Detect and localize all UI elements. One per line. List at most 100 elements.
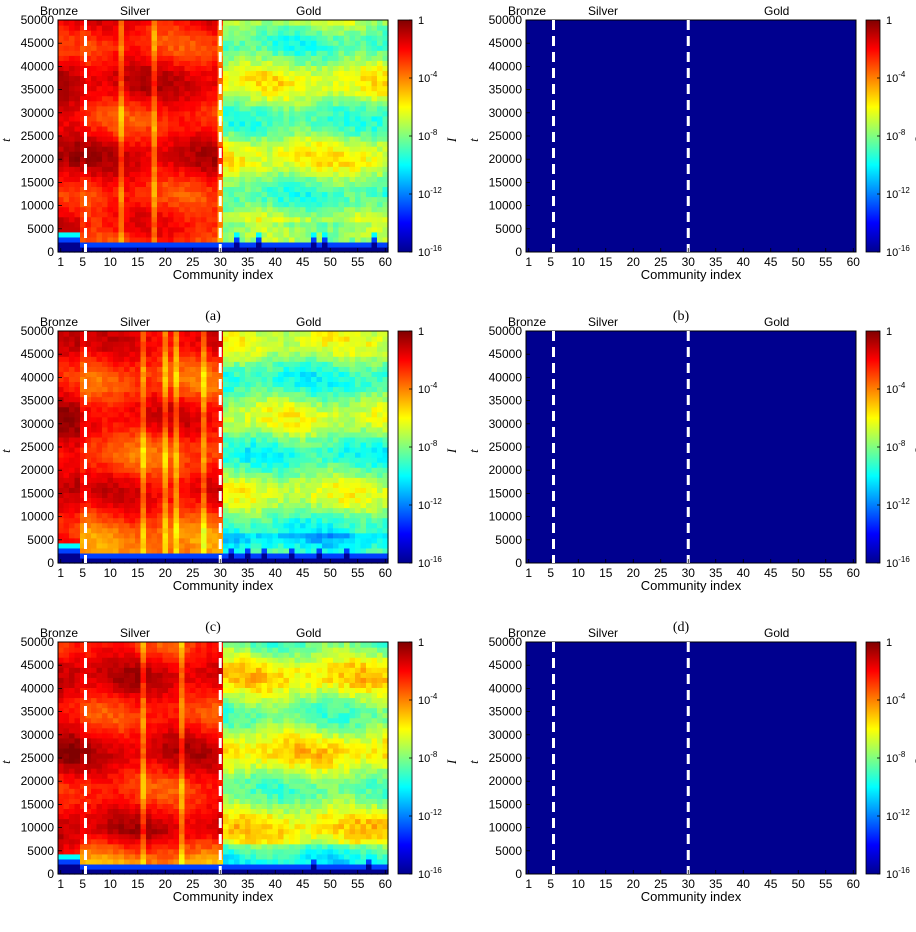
heatmap-cell <box>382 115 389 122</box>
heatmap-cell <box>256 447 263 453</box>
heatmap-cell <box>162 211 169 218</box>
heatmap-cell <box>102 452 109 458</box>
heatmap-cell <box>85 537 92 544</box>
heatmap-cell <box>58 341 65 347</box>
heatmap-cell <box>58 176 65 182</box>
heatmap-cell <box>151 376 158 383</box>
heatmap-cell <box>168 40 175 46</box>
heatmap-cell <box>91 25 98 31</box>
heatmap-cell <box>250 110 257 117</box>
heatmap-cell <box>360 130 367 137</box>
heatmap-cell <box>382 161 389 167</box>
heatmap-cell <box>267 125 274 132</box>
heatmap-cell <box>283 241 290 248</box>
heatmap-cell <box>289 542 296 549</box>
heatmap-cell <box>305 60 312 66</box>
heatmap-cell <box>256 376 263 383</box>
heatmap-cell <box>382 231 389 238</box>
heatmap-cell <box>300 356 307 362</box>
heatmap-cell <box>85 436 92 443</box>
heatmap-cell <box>173 231 180 238</box>
heatmap-cell <box>157 467 164 473</box>
heatmap-cell <box>234 431 241 438</box>
heatmap-cell <box>333 161 340 167</box>
heatmap-cell <box>85 130 92 137</box>
heatmap-cell <box>74 401 81 408</box>
heatmap-cell <box>223 441 230 448</box>
heatmap-cell <box>80 386 87 393</box>
heatmap-cell <box>190 95 197 102</box>
heatmap-cell <box>102 331 109 337</box>
heatmap-cell <box>294 211 301 218</box>
heatmap-cell <box>135 386 142 393</box>
heatmap-cell <box>58 221 65 228</box>
heatmap-cell <box>245 502 252 509</box>
heatmap-cell <box>113 366 120 372</box>
heatmap-cell <box>239 161 246 167</box>
heatmap-cell <box>289 166 296 172</box>
heatmap-cell <box>168 95 175 102</box>
heatmap-cell <box>206 552 213 559</box>
heatmap-cell <box>118 151 125 157</box>
heatmap-cell <box>245 381 252 388</box>
heatmap-cell <box>113 75 120 82</box>
heatmap-cell <box>272 65 279 72</box>
heatmap-cell <box>228 136 235 142</box>
heatmap-cell <box>168 105 175 112</box>
heatmap-cell <box>366 35 373 41</box>
heatmap-cell <box>283 512 290 519</box>
heatmap-cell <box>300 502 307 509</box>
heatmap-cell <box>113 507 120 514</box>
heatmap-cell <box>113 236 120 243</box>
heatmap-cell <box>283 416 290 423</box>
heatmap-cell <box>201 236 208 243</box>
heatmap-cell <box>96 45 103 51</box>
section-label: Silver <box>588 4 618 18</box>
heatmap-cell <box>344 171 351 177</box>
heatmap-cell <box>190 346 197 352</box>
heatmap-cell <box>168 351 175 357</box>
heatmap-cell <box>69 467 76 473</box>
heatmap-cell <box>162 457 169 463</box>
heatmap-cell <box>58 482 65 488</box>
heatmap-cell <box>96 226 103 233</box>
heatmap-cell <box>300 55 307 61</box>
heatmap-cell <box>195 356 202 362</box>
heatmap-cell <box>91 542 98 549</box>
heatmap-cell <box>201 171 208 177</box>
heatmap-cell <box>360 105 367 112</box>
heatmap-cell <box>58 241 65 248</box>
heatmap-cell <box>338 40 345 46</box>
heatmap-cell <box>355 110 362 117</box>
heatmap-cell <box>102 201 109 208</box>
heatmap-cell <box>223 537 230 544</box>
heatmap-cell <box>327 191 334 198</box>
heatmap-cell <box>96 421 103 428</box>
heatmap-cell <box>267 120 274 127</box>
heatmap-cell <box>58 105 65 112</box>
heatmap-cell <box>245 366 252 372</box>
heatmap-cell <box>124 512 131 519</box>
heatmap-cell <box>355 166 362 172</box>
heatmap-cell <box>338 115 345 122</box>
heatmap-cell <box>245 50 252 56</box>
heatmap-cell <box>140 201 147 208</box>
heatmap-cell <box>151 426 158 433</box>
heatmap-cell <box>283 151 290 157</box>
heatmap-cell <box>135 186 142 193</box>
heatmap-cell <box>289 196 296 203</box>
heatmap-cell <box>256 136 263 142</box>
heatmap-cell <box>146 40 153 46</box>
heatmap-cell <box>162 452 169 458</box>
heatmap-cell <box>157 45 164 51</box>
heatmap-cell <box>267 65 274 72</box>
heatmap-cell <box>256 542 263 549</box>
heatmap-cell <box>107 502 114 509</box>
heatmap-cell <box>289 467 296 473</box>
heatmap-cell <box>173 376 180 383</box>
heatmap-cell <box>245 60 252 66</box>
heatmap-cell <box>151 151 158 157</box>
heatmap-cell <box>228 467 235 473</box>
heatmap-cell <box>234 151 241 157</box>
heatmap-cell <box>157 356 164 362</box>
